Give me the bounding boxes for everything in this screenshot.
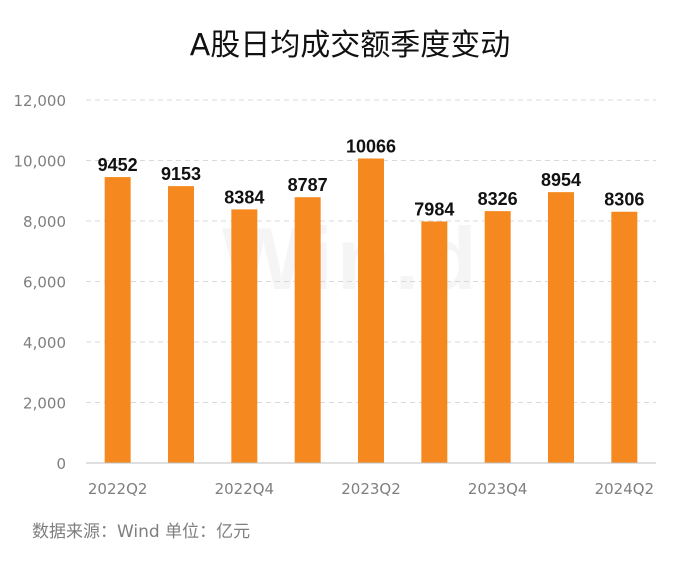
y-tick-label: 12,000 (14, 92, 67, 110)
chart-title: A股日均成交额季度变动 (189, 28, 511, 63)
bar (421, 221, 448, 463)
x-tick-label: 2023Q4 (468, 480, 528, 498)
y-tick-label: 4,000 (23, 334, 66, 352)
data-labels: 9452 9153 8384 8787 10066 7984 8326 8954 8306 (98, 137, 645, 220)
data-label: 8326 (478, 189, 518, 209)
bar-chart: 0 2,000 4,000 6,000 8,000 10,000 12,000 9452 91… (14, 92, 656, 498)
data-label: 8384 (224, 187, 264, 207)
bar (358, 158, 384, 464)
x-tick-label: 2022Q2 (88, 480, 148, 498)
y-tick-label: 8,000 (23, 213, 66, 231)
y-axis-ticks: 0 2,000 4,000 6,000 8,000 10,000 12,000 (14, 92, 67, 473)
y-tick-label: 6,000 (23, 274, 66, 292)
x-tick-label: 2022Q4 (215, 480, 275, 498)
y-tick-label: 2,000 (23, 395, 66, 413)
bar (548, 192, 574, 464)
x-tick-label: 2024Q2 (595, 480, 655, 498)
data-label: 10066 (346, 137, 396, 157)
data-label: 8787 (288, 175, 328, 195)
data-label: 9452 (98, 155, 138, 175)
bar (231, 209, 258, 463)
bars (104, 158, 638, 464)
data-label: 8306 (604, 190, 644, 210)
bar (294, 197, 321, 464)
x-tick-label: 2023Q2 (341, 480, 401, 498)
y-tick-label: 0 (56, 455, 66, 473)
data-label: 8954 (541, 170, 581, 190)
bar (104, 177, 131, 463)
source-note: 数据来源：Wind 单位：亿元 (32, 522, 251, 542)
x-axis-ticks: 2022Q2 2022Q4 2023Q2 2023Q4 2024Q2 (88, 480, 654, 498)
y-tick-label: 10,000 (14, 153, 67, 171)
bar (611, 211, 638, 463)
data-label: 7984 (414, 199, 454, 219)
data-label: 9153 (161, 164, 201, 184)
bar (484, 211, 511, 463)
bar (168, 186, 194, 463)
